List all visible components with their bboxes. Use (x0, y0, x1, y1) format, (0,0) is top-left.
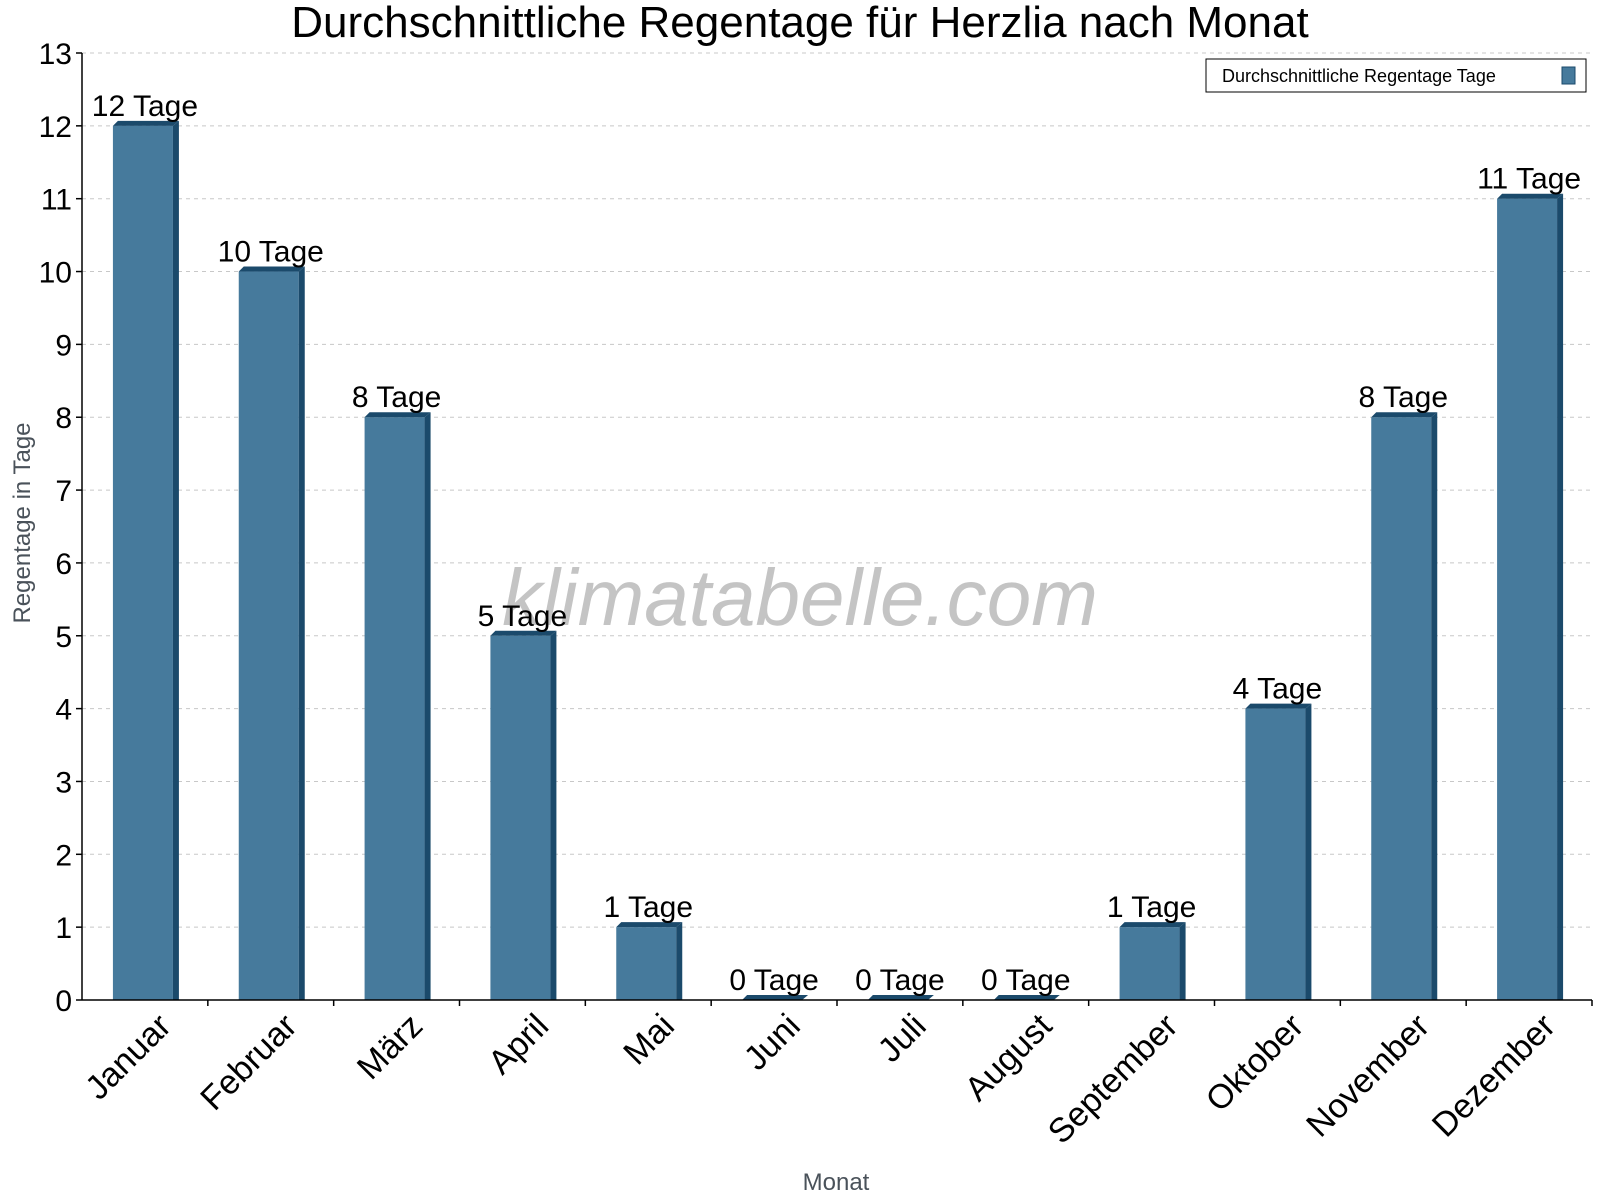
bar-front (112, 125, 173, 1001)
bar: 1 Tage (1107, 891, 1197, 1000)
bar-top (1245, 703, 1312, 709)
bar-top (616, 922, 683, 928)
bar: 0 Tage (855, 964, 945, 1000)
legend-box (1205, 58, 1587, 93)
bar-value-label: 8 Tage (352, 381, 442, 414)
bar: 1 Tage (603, 891, 693, 1000)
legend-label: Durchschnittliche Regentage Tage (1222, 66, 1496, 86)
bar-front (616, 927, 677, 1000)
axes (81, 53, 1592, 1001)
x-tick-label: April (481, 1007, 556, 1082)
x-tick-label: Februar (193, 1007, 304, 1118)
y-tick-label: 13 (39, 38, 72, 71)
bar: 0 Tage (729, 964, 819, 1000)
y-tick-label: 1 (55, 912, 72, 945)
x-tick-label: Mai (616, 1007, 682, 1073)
y-tick-label: 5 (55, 621, 72, 654)
bar: 10 Tage (218, 236, 324, 1000)
x-tick-label: Dezember (1425, 1007, 1563, 1145)
bar-top (1371, 412, 1438, 418)
bar: 12 Tage (92, 90, 198, 1001)
bar-front (1119, 927, 1180, 1000)
x-axis-label: Monat (803, 1169, 870, 1196)
y-tick-label: 7 (55, 475, 72, 508)
bars: 12 Tage 10 Tage 8 Tage 5 Tage 1 Tage 0 Tage 0 … (92, 90, 1581, 1001)
bar-side (1305, 703, 1312, 1000)
y-axis-label: Regentage in Tage (9, 422, 36, 623)
legend-swatch (1561, 66, 1576, 85)
bar-side (298, 266, 305, 1000)
bar-top (112, 120, 179, 126)
x-tick-label: Juni (737, 1007, 808, 1078)
x-axis-ticks: Januar Februar März April Mai Juni Juli AugustS… (78, 1000, 1593, 1151)
bar-top (1497, 193, 1564, 199)
bar-side (424, 412, 431, 1000)
y-tick-label: 6 (55, 548, 72, 581)
x-tick-label: Oktober (1199, 1007, 1311, 1119)
y-tick-label: 8 (55, 402, 72, 435)
bar-value-label: 12 Tage (92, 90, 198, 123)
bar-value-label: 8 Tage (1358, 381, 1448, 414)
watermark: klimatabelle.com (502, 553, 1098, 642)
bar: 8 Tage (1358, 381, 1448, 1000)
bar: 11 Tage (1477, 163, 1581, 1000)
bar-side (172, 120, 179, 1001)
y-tick-label: 2 (55, 839, 72, 872)
bar-front (1497, 198, 1558, 1000)
x-tick-label: November (1299, 1007, 1437, 1145)
y-tick-label: 10 (39, 257, 72, 290)
bar-front (1245, 708, 1306, 1000)
bar-value-label: 1 Tage (1107, 891, 1197, 924)
bar-front (490, 635, 551, 1000)
bar-value-label: 11 Tage (1477, 163, 1581, 196)
y-tick-label: 11 (41, 184, 72, 217)
y-tick-label: 9 (55, 329, 72, 362)
gridlines (82, 52, 1592, 928)
bar-value-label: 0 Tage (981, 964, 1071, 997)
bar-value-label: 0 Tage (855, 964, 945, 997)
chart-title: Durchschnittliche Regentage für Herzlia … (291, 0, 1308, 47)
bar-front (238, 271, 299, 1000)
bar-top (364, 412, 431, 418)
bar-value-label: 5 Tage (478, 600, 568, 633)
bar: 5 Tage (478, 600, 568, 1000)
bar: 8 Tage (352, 381, 442, 1000)
y-tick-label: 12 (39, 111, 72, 144)
bar: 4 Tage (1233, 673, 1323, 1000)
bar-front (1371, 417, 1432, 1000)
legend: Durchschnittliche Regentage Tage (1205, 58, 1587, 93)
bar-top (1119, 922, 1186, 928)
bar-top (993, 995, 1060, 1000)
bar-top (490, 630, 557, 636)
bar: 0 Tage (981, 964, 1071, 1000)
bar-value-label: 0 Tage (729, 964, 819, 997)
x-tick-label: Juli (871, 1007, 934, 1070)
y-tick-label: 0 (55, 985, 72, 1018)
bar-side (1431, 412, 1438, 1000)
bar-value-label: 10 Tage (218, 236, 324, 269)
x-tick-label: März (350, 1007, 430, 1087)
bar-value-label: 4 Tage (1233, 673, 1323, 706)
bar-side (550, 630, 557, 1000)
x-tick-label: September (1041, 1007, 1185, 1151)
x-tick-label: August (958, 1006, 1060, 1108)
bar-value-label: 1 Tage (603, 891, 693, 924)
y-tick-label: 3 (55, 766, 72, 799)
bar-side (1179, 922, 1186, 1000)
bar-top (238, 266, 305, 272)
bar-top (867, 995, 934, 1000)
y-tick-label: 4 (55, 694, 72, 727)
bar-front (364, 417, 425, 1000)
bar-top (742, 995, 809, 1000)
bar-side (1557, 193, 1564, 1000)
x-tick-label: Januar (78, 1007, 178, 1107)
bar-side (676, 922, 683, 1000)
